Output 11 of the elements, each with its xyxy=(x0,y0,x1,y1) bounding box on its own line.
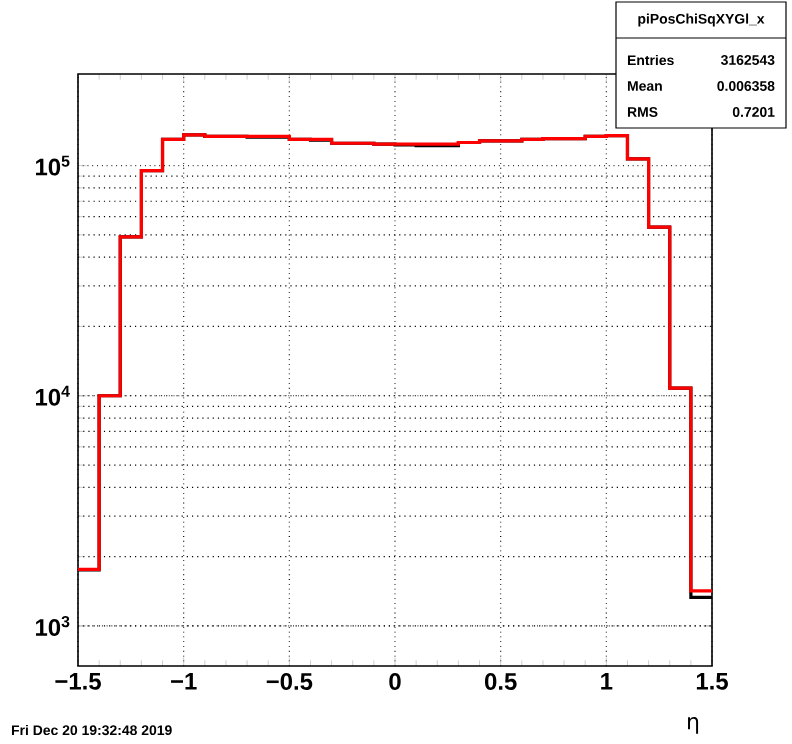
x-tick-label: 1 xyxy=(601,673,613,690)
x-tick-label: 0 xyxy=(389,673,401,690)
x-tick-label: 0.5 xyxy=(484,673,517,690)
y-tick-label: 10$^{3}$ xyxy=(36,615,70,636)
y-tick-label: 10$^{5}$ xyxy=(36,155,70,176)
x-axis-title: η xyxy=(688,717,699,734)
x-tick-label: −1 xyxy=(171,673,197,690)
x-tick-label: −0.5 xyxy=(266,673,313,690)
x-tick-label: 1.5 xyxy=(696,673,728,690)
x-tick-label: −1.5 xyxy=(55,673,101,690)
y-tick-label: 10$^{4}$ xyxy=(36,385,70,406)
